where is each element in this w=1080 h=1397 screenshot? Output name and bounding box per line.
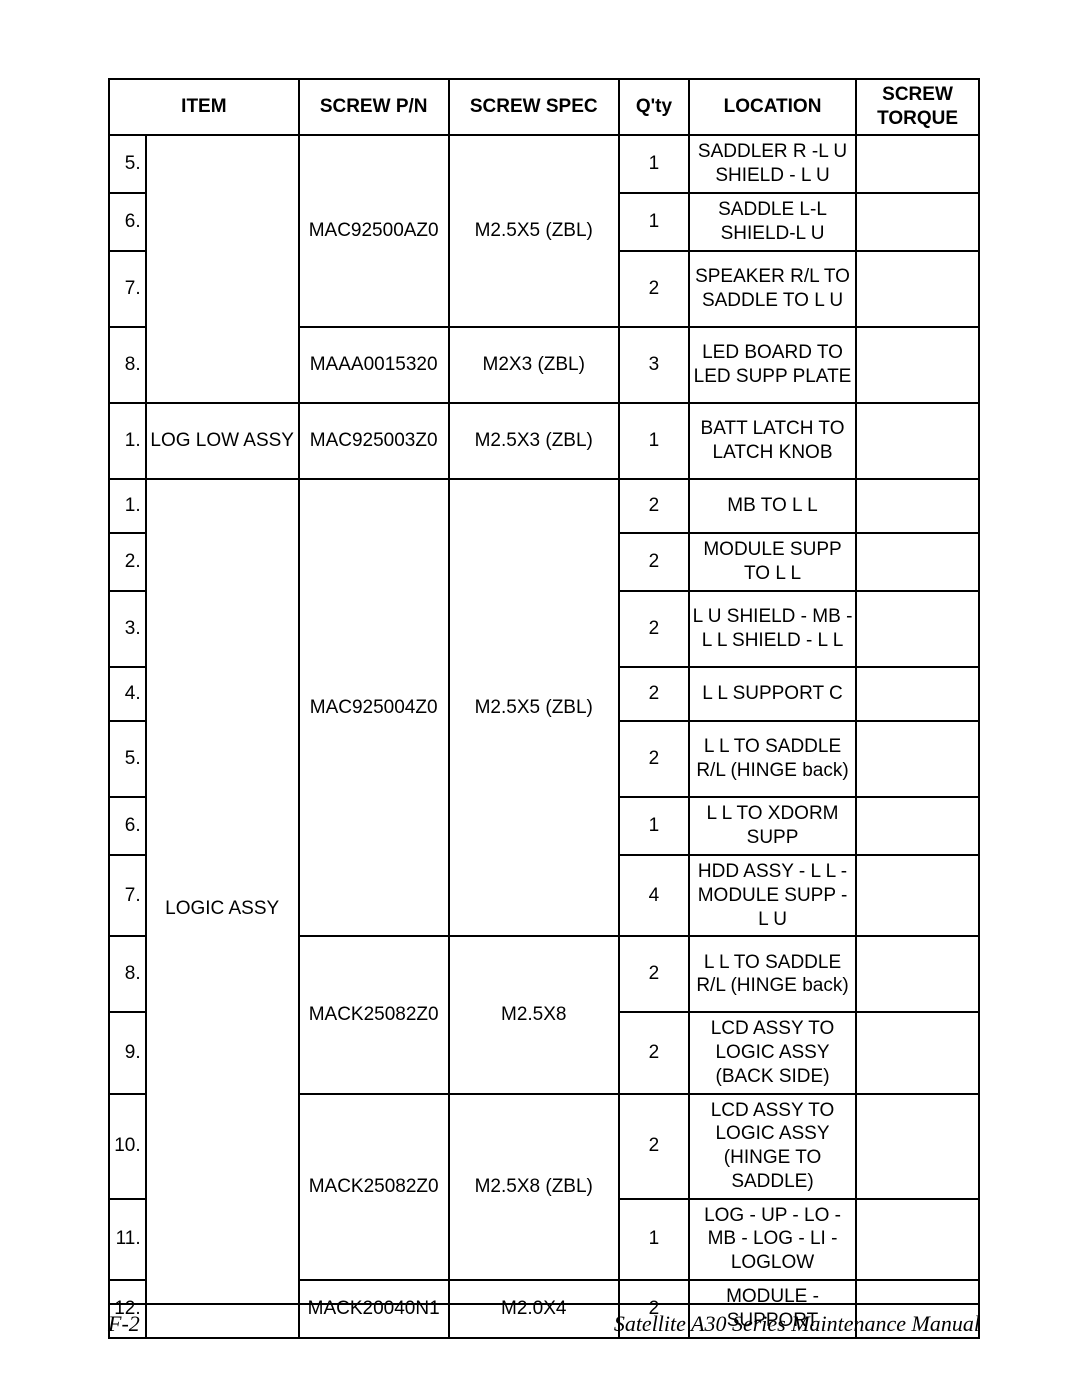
page-number: F-2 [108, 1311, 140, 1337]
cell-index: 7. [109, 855, 146, 936]
col-screw-torque: SCREW TORQUE [856, 79, 979, 135]
col-location: LOCATION [689, 79, 856, 135]
cell-index: 1. [109, 403, 146, 479]
cell-item: LOG LOW ASSY [146, 403, 299, 479]
cell-screw-spec: M2.5X8 (ZBL) [449, 1094, 619, 1280]
col-screw-pn: SCREW P/N [299, 79, 449, 135]
cell-index: 7. [109, 251, 146, 327]
cell-item [146, 135, 299, 403]
cell-location: MODULE SUPP TO L L [689, 533, 856, 591]
cell-index: 8. [109, 327, 146, 403]
page: ITEM SCREW P/N SCREW SPEC Q'ty LOCATION … [0, 0, 1080, 1397]
cell-torque [856, 855, 979, 936]
cell-torque [856, 479, 979, 533]
cell-torque [856, 251, 979, 327]
cell-qty: 2 [619, 591, 689, 667]
cell-index: 5. [109, 135, 146, 193]
cell-screw-spec: M2.5X3 (ZBL) [449, 403, 619, 479]
cell-torque [856, 936, 979, 1012]
cell-screw-pn: MAC925004Z0 [299, 479, 449, 936]
cell-location: L L TO XDORM SUPP [689, 797, 856, 855]
cell-screw-pn: MAC92500AZ0 [299, 135, 449, 327]
cell-qty: 2 [619, 1012, 689, 1093]
col-item: ITEM [109, 79, 299, 135]
cell-location: BATT LATCH TO LATCH KNOB [689, 403, 856, 479]
cell-torque [856, 135, 979, 193]
cell-screw-spec: M2.5X5 (ZBL) [449, 479, 619, 936]
cell-qty: 1 [619, 135, 689, 193]
page-footer: F-2 Satellite A30 Series Maintenance Man… [108, 1303, 980, 1337]
cell-location: L L SUPPORT C [689, 667, 856, 721]
cell-qty: 2 [619, 936, 689, 1012]
col-screw-spec: SCREW SPEC [449, 79, 619, 135]
screw-table: ITEM SCREW P/N SCREW SPEC Q'ty LOCATION … [108, 78, 980, 1339]
table-row: 1.LOGIC ASSYMAC925004Z0M2.5X5 (ZBL)2MB T… [109, 479, 979, 533]
cell-location: LED BOARD TO LED SUPP PLATE [689, 327, 856, 403]
cell-torque [856, 1012, 979, 1093]
cell-location: L U SHIELD - MB - L L SHIELD - L L [689, 591, 856, 667]
cell-index: 3. [109, 591, 146, 667]
cell-index: 6. [109, 797, 146, 855]
cell-location: SPEAKER R/L TO SADDLE TO L U [689, 251, 856, 327]
cell-index: 9. [109, 1012, 146, 1093]
col-qty: Q'ty [619, 79, 689, 135]
cell-qty: 3 [619, 327, 689, 403]
cell-screw-pn: MACK25082Z0 [299, 1094, 449, 1280]
cell-index: 2. [109, 533, 146, 591]
cell-qty: 2 [619, 667, 689, 721]
cell-qty: 1 [619, 797, 689, 855]
cell-torque [856, 533, 979, 591]
cell-torque [856, 721, 979, 797]
cell-index: 10. [109, 1094, 146, 1199]
cell-location: L L TO SADDLE R/L (HINGE back) [689, 936, 856, 1012]
cell-screw-spec: M2.5X5 (ZBL) [449, 135, 619, 327]
cell-location: LOG - UP - LO - MB - LOG - LI - LOGLOW [689, 1199, 856, 1280]
cell-screw-spec: M2.5X8 [449, 936, 619, 1093]
cell-screw-pn: MACK25082Z0 [299, 936, 449, 1093]
manual-title: Satellite A30 Series Maintenance Manual [614, 1311, 980, 1337]
table-row: 1.LOG LOW ASSYMAC925003Z0M2.5X3 (ZBL)1BA… [109, 403, 979, 479]
cell-location: MB TO L L [689, 479, 856, 533]
table-row: 5.MAC92500AZ0M2.5X5 (ZBL)1SADDLER R -L U… [109, 135, 979, 193]
cell-qty: 2 [619, 251, 689, 327]
cell-location: HDD ASSY - L L - MODULE SUPP - L U [689, 855, 856, 936]
cell-screw-spec: M2X3 (ZBL) [449, 327, 619, 403]
cell-location: L L TO SADDLE R/L (HINGE back) [689, 721, 856, 797]
cell-torque [856, 1094, 979, 1199]
cell-index: 1. [109, 479, 146, 533]
cell-qty: 1 [619, 193, 689, 251]
cell-qty: 2 [619, 721, 689, 797]
cell-item: LOGIC ASSY [146, 479, 299, 1338]
cell-index: 6. [109, 193, 146, 251]
cell-qty: 4 [619, 855, 689, 936]
table-body: 5.MAC92500AZ0M2.5X5 (ZBL)1SADDLER R -L U… [109, 135, 979, 1338]
cell-location: LCD ASSY TO LOGIC ASSY (BACK SIDE) [689, 1012, 856, 1093]
cell-torque [856, 667, 979, 721]
cell-index: 11. [109, 1199, 146, 1280]
cell-location: SADDLER R -L U SHIELD - L U [689, 135, 856, 193]
cell-qty: 1 [619, 1199, 689, 1280]
cell-index: 8. [109, 936, 146, 1012]
cell-screw-pn: MAC925003Z0 [299, 403, 449, 479]
cell-qty: 2 [619, 479, 689, 533]
cell-torque [856, 403, 979, 479]
cell-torque [856, 193, 979, 251]
cell-index: 4. [109, 667, 146, 721]
cell-torque [856, 797, 979, 855]
cell-torque [856, 591, 979, 667]
cell-index: 5. [109, 721, 146, 797]
cell-qty: 2 [619, 533, 689, 591]
cell-qty: 1 [619, 403, 689, 479]
cell-torque [856, 1199, 979, 1280]
cell-torque [856, 327, 979, 403]
cell-screw-pn: MAAA0015320 [299, 327, 449, 403]
cell-qty: 2 [619, 1094, 689, 1199]
cell-location: SADDLE L-L SHIELD-L U [689, 193, 856, 251]
cell-location: LCD ASSY TO LOGIC ASSY (HINGE TO SADDLE) [689, 1094, 856, 1199]
table-header-row: ITEM SCREW P/N SCREW SPEC Q'ty LOCATION … [109, 79, 979, 135]
